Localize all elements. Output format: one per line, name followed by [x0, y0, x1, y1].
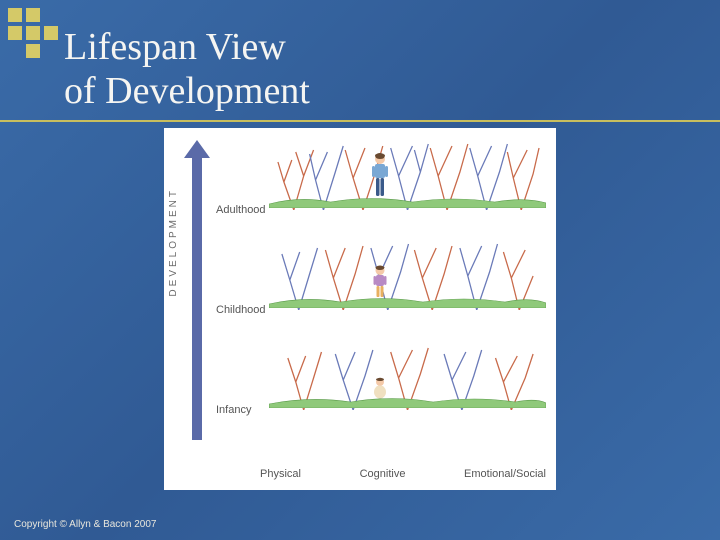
figure-adult — [369, 153, 391, 204]
stage-row-infancy: Infancy — [214, 336, 546, 428]
domain-label-cognitive: Cognitive — [360, 468, 406, 480]
domain-label-emotional-social: Emotional/Social — [464, 468, 546, 480]
domain-labels-row: Physical Cognitive Emotional/Social — [260, 468, 546, 480]
stage-label-adulthood: Adulthood — [216, 204, 266, 216]
title-line-1: Lifespan View — [64, 26, 286, 68]
figure-infant — [372, 377, 388, 404]
slide: Lifespan View of Development DEVELOPMENT — [0, 0, 720, 540]
stage-row-childhood: Childhood — [214, 236, 546, 328]
title-line-2: of Development — [64, 70, 310, 112]
development-arrow-icon — [186, 140, 208, 440]
corner-squares-decor — [8, 8, 58, 58]
ground-infancy — [269, 394, 546, 408]
figure-child — [371, 265, 389, 304]
title-underline — [0, 120, 720, 122]
lifespan-diagram: DEVELOPMENT — [164, 128, 556, 490]
copyright-text: Copyright © Allyn & Bacon 2007 — [14, 519, 156, 530]
development-axis-label: DEVELOPMENT — [168, 188, 179, 297]
ground-childhood — [269, 294, 546, 308]
slide-title-block: Lifespan View of Development — [64, 26, 700, 113]
stage-label-childhood: Childhood — [216, 304, 266, 316]
stage-row-adulthood: Adulthood — [214, 136, 546, 228]
stage-label-infancy: Infancy — [216, 404, 251, 416]
slide-title: Lifespan View of Development — [64, 26, 700, 113]
ground-adulthood — [269, 194, 546, 208]
domain-label-physical: Physical — [260, 468, 301, 480]
